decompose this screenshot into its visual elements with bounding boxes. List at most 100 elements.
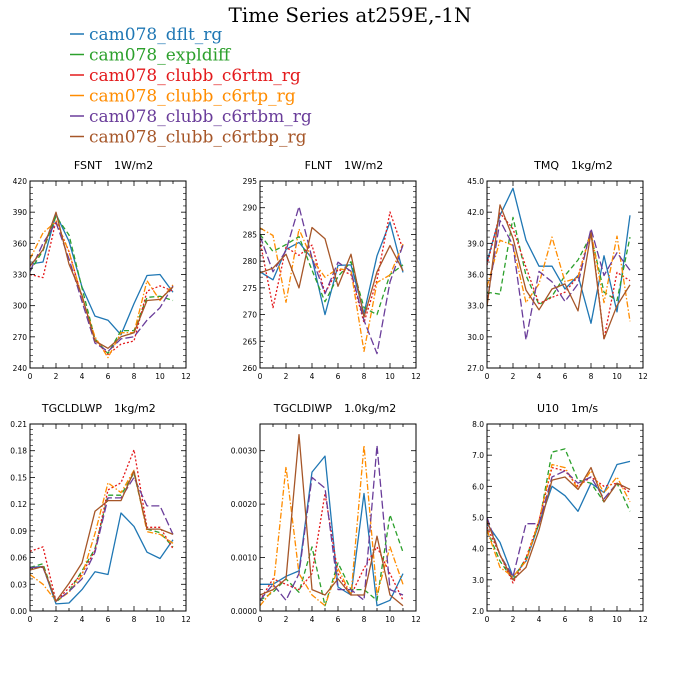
series-line-4 [30, 221, 174, 353]
legend-label-1: cam078_expldiff [89, 46, 232, 66]
y-tick-label: 0.15 [10, 473, 27, 482]
series-line-4 [260, 444, 404, 601]
series-line-3 [487, 231, 631, 322]
series-line-4 [260, 205, 404, 355]
y-tick-label: 0.0020 [231, 500, 257, 509]
y-tick-label: 42.0 [467, 208, 484, 217]
series-lines [487, 187, 631, 341]
series-line-5 [487, 466, 631, 581]
x-tick-label: 4 [80, 372, 85, 381]
x-tick-label: 12 [638, 372, 648, 381]
x-tick-label: 6 [336, 615, 341, 624]
series-line-0 [487, 460, 631, 578]
y-tick-label: 290 [243, 204, 258, 213]
y-tick-label: 270 [243, 311, 258, 320]
x-tick-label: 10 [155, 372, 165, 381]
series-line-3 [260, 227, 404, 353]
y-tick-label: 3.0 [472, 576, 484, 585]
x-tick-label: 6 [336, 372, 341, 381]
y-tick-label: 260 [243, 364, 258, 373]
panel-title: FLNT [305, 159, 333, 172]
series-line-5 [30, 211, 174, 349]
x-tick-label: 4 [80, 615, 85, 624]
y-tick-label: 285 [243, 230, 258, 239]
x-tick-label: 8 [362, 615, 367, 624]
y-tick-label: 0.03 [10, 580, 27, 589]
series-lines [30, 449, 174, 605]
y-tick-label: 270 [13, 333, 28, 342]
y-tick-label: 45.0 [467, 177, 484, 186]
panel-title: TMQ [533, 159, 559, 172]
panel-title: TGCLDLWP [41, 402, 103, 415]
panel-u10: U10 1m/s 0 2 4 6 8 10 12 2.0 3.0 4.0 5.0 6.0 7.0 8.0 [472, 402, 648, 624]
x-tick-label: 12 [638, 615, 648, 624]
series-lines [30, 211, 174, 359]
legend: cam078_dflt_rgcam078_expldiffcam078_club… [70, 25, 312, 148]
x-tick-label: 8 [362, 372, 367, 381]
series-line-3 [30, 469, 174, 602]
y-tick-label: 0.18 [10, 447, 27, 456]
panel-units: 1kg/m2 [571, 159, 613, 172]
y-tick-label: 0.0010 [231, 554, 257, 563]
x-tick-label: 12 [411, 372, 421, 381]
x-tick-label: 2 [54, 372, 59, 381]
x-tick-label: 10 [612, 372, 622, 381]
series-line-2 [487, 212, 631, 340]
legend-label-4: cam078_clubb_c6rtbm_rg [89, 107, 312, 127]
x-tick-label: 12 [411, 615, 421, 624]
y-tick-label: 0.0030 [231, 447, 257, 456]
y-tick-label: 280 [243, 257, 258, 266]
x-tick-label: 8 [132, 372, 137, 381]
x-tick-label: 0 [485, 372, 490, 381]
y-tick-label: 265 [243, 337, 258, 346]
series-line-0 [30, 213, 174, 336]
series-line-5 [30, 470, 174, 602]
y-tick-label: 330 [13, 271, 28, 280]
panel-tgcldiwp: TGCLDIWP 1.0kg/m2 0 2 4 6 8 10 12 0.0000 0.0010 0.0… [231, 402, 421, 624]
x-tick-label: 2 [284, 615, 289, 624]
series-line-2 [30, 449, 174, 602]
x-tick-label: 6 [563, 615, 568, 624]
y-tick-label: 0.09 [10, 527, 27, 536]
series-line-5 [260, 434, 404, 607]
x-tick-label: 6 [106, 372, 111, 381]
y-tick-label: 0.0000 [231, 607, 257, 616]
y-tick-label: 6.0 [472, 482, 484, 491]
series-line-5 [260, 226, 404, 318]
series-lines [260, 205, 404, 355]
y-tick-label: 0.21 [10, 420, 27, 429]
x-tick-label: 2 [511, 615, 516, 624]
y-tick-label: 30.0 [467, 333, 484, 342]
x-tick-label: 6 [106, 615, 111, 624]
panel-title: TGCLDIWP [273, 402, 333, 415]
legend-label-3: cam078_clubb_c6rtp_rg [89, 87, 296, 107]
series-lines [260, 434, 404, 607]
series-line-1 [30, 215, 174, 355]
panel-fsnt: FSNT 1W/m2 0 2 4 6 8 10 12 240 270 300 330 360 390 420 [13, 159, 191, 381]
y-tick-label: 39.0 [467, 239, 484, 248]
legend-label-5: cam078_clubb_c6rtbp_rg [89, 128, 307, 148]
x-tick-label: 12 [181, 615, 191, 624]
x-tick-label: 0 [258, 372, 263, 381]
y-tick-label: 420 [13, 177, 28, 186]
y-tick-label: 8.0 [472, 420, 484, 429]
x-tick-label: 2 [54, 615, 59, 624]
y-tick-label: 4.0 [472, 545, 484, 554]
series-line-0 [487, 187, 631, 324]
x-tick-label: 8 [589, 372, 594, 381]
panel-tgcldlwp: TGCLDLWP 1kg/m2 0 2 4 6 8 10 12 0.00 0.03 0.06 0.09 0… [10, 402, 191, 624]
series-line-2 [260, 211, 404, 324]
panel-units: 1W/m2 [344, 159, 383, 172]
series-line-5 [487, 204, 631, 340]
series-line-4 [487, 219, 631, 341]
panel-title: U10 [537, 402, 559, 415]
y-tick-label: 360 [13, 239, 28, 248]
figure-title: Time Series at259E,-1N [229, 3, 472, 27]
y-tick-label: 27.0 [467, 364, 484, 373]
x-tick-label: 10 [385, 615, 395, 624]
x-tick-label: 2 [284, 372, 289, 381]
series-line-3 [487, 463, 631, 578]
x-tick-label: 8 [132, 615, 137, 624]
y-tick-label: 5.0 [472, 514, 484, 523]
